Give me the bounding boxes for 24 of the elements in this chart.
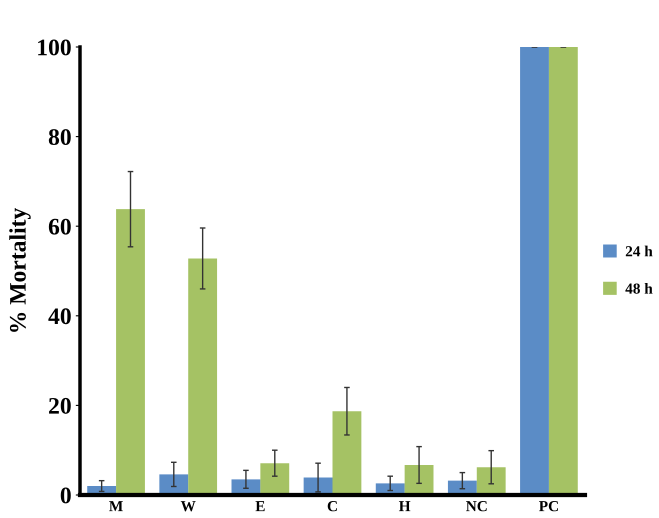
bar bbox=[476, 467, 506, 495]
x-tick-label: C bbox=[328, 501, 337, 512]
bar bbox=[520, 47, 549, 495]
y-tick-label: 0 bbox=[60, 487, 71, 504]
y-tick-label: 20 bbox=[49, 398, 71, 414]
bar bbox=[188, 258, 218, 495]
y-tick-label: 60 bbox=[48, 218, 71, 235]
y-axis-title: % Mortality bbox=[9, 208, 31, 332]
x-tick-label: E bbox=[256, 501, 265, 512]
bar bbox=[548, 47, 578, 495]
bar bbox=[260, 463, 290, 495]
x-tick-label: NC bbox=[466, 501, 487, 512]
y-tick-label: 80 bbox=[48, 129, 71, 146]
x-tick-label: M bbox=[109, 501, 123, 512]
y-tick-label: 100 bbox=[38, 39, 71, 56]
bar bbox=[332, 411, 362, 495]
legend-label: 48 h bbox=[625, 283, 653, 294]
bar bbox=[404, 464, 434, 495]
bar bbox=[116, 209, 145, 495]
x-tick-label: PC bbox=[539, 501, 558, 512]
x-tick-label: W bbox=[180, 501, 196, 512]
legend-label: 24 h bbox=[626, 246, 653, 256]
x-tick-label: H bbox=[398, 501, 410, 512]
y-tick-label: 40 bbox=[48, 308, 71, 324]
